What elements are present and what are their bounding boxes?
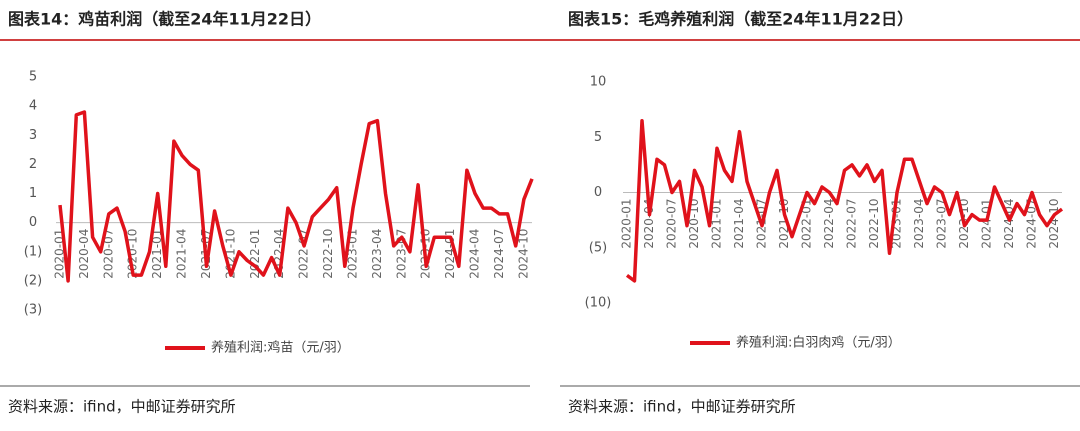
x-tick-label: 2024-04 — [468, 229, 482, 279]
x-tick-label: 2022-04 — [822, 199, 836, 249]
y-tick-label: 1 — [29, 186, 37, 201]
x-tick-label: 2023-07 — [935, 199, 949, 249]
y-tick-label: 3 — [29, 128, 37, 143]
x-tick-label: 2024-10 — [516, 229, 530, 279]
x-tick-label: 2021-04 — [732, 199, 746, 249]
x-tick-label: 2022-01 — [248, 229, 262, 279]
x-tick-label: 2022-07 — [845, 199, 859, 249]
legend-label: 养殖利润:白羽肉鸡（元/羽） — [736, 335, 901, 351]
x-tick-label: 2024-07 — [1025, 199, 1039, 249]
x-tick-label: 2023-04 — [370, 229, 384, 279]
source: 资料来源：ifind，中邮证券研究所 — [8, 398, 236, 416]
y-tick-label: (2) — [24, 273, 42, 288]
y-tick-label: (5) — [589, 240, 607, 255]
x-tick-label: 2020-07 — [665, 199, 679, 249]
x-tick-label: 2020-04 — [642, 199, 656, 249]
x-tick-label: 2021-01 — [710, 199, 724, 249]
x-tick-label: 2021-04 — [175, 229, 189, 279]
chart-title: 图表14：鸡苗利润（截至24年11月22日） — [8, 10, 321, 29]
x-tick-label: 2022-10 — [867, 199, 881, 249]
x-tick-label: 2022-01 — [800, 199, 814, 249]
data-line — [58, 110, 534, 283]
y-tick-label: 2 — [29, 157, 37, 172]
x-tick-label: 2022-10 — [321, 229, 335, 279]
y-tick-label: 10 — [590, 75, 607, 90]
y-tick-label: (3) — [24, 303, 42, 318]
source: 资料来源：ifind，中邮证券研究所 — [568, 398, 796, 416]
x-tick-label: 2024-01 — [443, 229, 457, 279]
y-tick-label: 0 — [29, 215, 37, 230]
x-tick-label: 2020-01 — [620, 199, 634, 249]
x-tick-label: 2024-07 — [492, 229, 506, 279]
x-tick-label: 2020-10 — [126, 229, 140, 279]
x-tick-label: 2021-10 — [777, 199, 791, 249]
y-tick-label: 0 — [594, 185, 602, 200]
y-tick-label: (1) — [24, 244, 42, 259]
x-tick-label: 2020-04 — [77, 229, 91, 279]
x-tick-label: 2021-01 — [150, 229, 164, 279]
y-tick-label: 5 — [29, 70, 37, 85]
y-tick-label: 5 — [594, 130, 602, 145]
legend-label: 养殖利润:鸡苗（元/羽） — [211, 340, 350, 356]
y-tick-label: (10) — [585, 296, 612, 311]
x-tick-label: 2023-04 — [912, 199, 926, 249]
y-tick-label: 4 — [29, 99, 37, 114]
chart-title: 图表15：毛鸡养殖利润（截至24年11月22日） — [568, 10, 913, 29]
data-line — [625, 118, 1064, 283]
x-tick-label: 2020-07 — [101, 229, 115, 279]
